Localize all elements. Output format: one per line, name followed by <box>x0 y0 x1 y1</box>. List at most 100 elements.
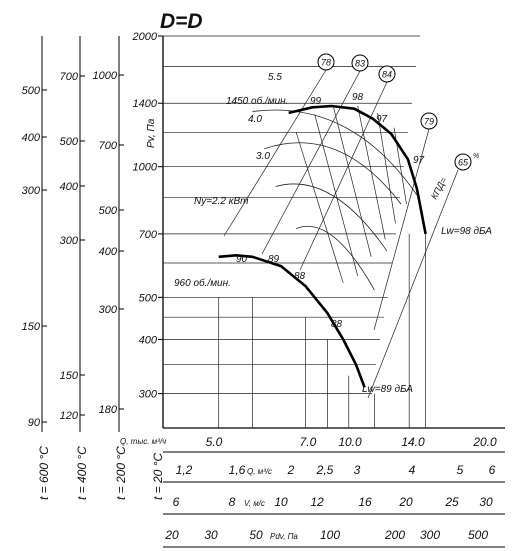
curves <box>218 104 427 388</box>
annotations: 1450 об./мин. 960 об./мин. 5.5 4.0 3.0 N… <box>174 53 492 395</box>
y-tick-label: 400 <box>139 334 158 346</box>
y-tick-label: 2000 <box>132 31 158 43</box>
scale-tick-label: 100 <box>320 528 340 542</box>
lw-label-high: Lw=98 дБА <box>441 226 492 237</box>
y-tick-label: 300 <box>139 389 158 401</box>
y-tick-label: 700 <box>139 229 158 241</box>
scale-tick-label: 10 <box>274 495 288 509</box>
scale-name: V, м/с <box>244 499 265 508</box>
temp-tick-label: 400 <box>99 246 118 258</box>
eff-label: 90 <box>236 254 248 265</box>
scale-tick-label: 4 <box>409 463 416 477</box>
power-label: 3.0 <box>256 151 270 162</box>
eff-label: 98 <box>352 92 364 103</box>
scale-name: Q, тыс. м³/ч <box>120 437 166 446</box>
scale-tick-label: 25 <box>444 495 459 509</box>
scale-tick-label: 5 <box>457 463 464 477</box>
chart-title: D=D <box>160 10 203 33</box>
temp-tick-label: 300 <box>60 235 79 247</box>
ray <box>295 132 344 283</box>
temp-tick-label: 120 <box>60 410 79 422</box>
power-arc <box>264 142 402 205</box>
y-ticks: 2000 1400 1000 700 500 400 300 <box>132 31 163 401</box>
scale-tick-label: 10.0 <box>338 435 362 449</box>
temp-tick-label: 500 <box>22 85 41 97</box>
ray <box>314 114 359 277</box>
y-tick-label: 500 <box>139 292 158 304</box>
eff-label: 89 <box>268 254 280 265</box>
temp-tick-label: 300 <box>99 304 118 316</box>
speed-label-1450: 1450 об./мин. <box>226 95 288 107</box>
grid <box>163 35 426 428</box>
temp-tick-label: 500 <box>60 136 79 148</box>
eff-label: 97 <box>376 114 388 125</box>
eff-circle: 83 <box>351 54 369 72</box>
scale-tick-label: 300 <box>420 528 440 542</box>
power-arc <box>296 225 375 291</box>
eff-label: 97 <box>413 155 425 166</box>
y-axis-label: Pv, Па <box>146 118 157 148</box>
scale-tick-label: 200 <box>384 528 405 542</box>
kpd-unit: % <box>473 153 479 160</box>
speed-label-960: 960 об./мин. <box>174 277 231 289</box>
eff-label: 88 <box>294 271 306 282</box>
scale-tick-label: 7.0 <box>300 435 317 449</box>
power-arc <box>275 183 388 252</box>
scale-tick-label: 20 <box>398 495 413 509</box>
ray <box>333 107 372 257</box>
eff-label: 88 <box>331 319 343 330</box>
svg-text:84: 84 <box>382 70 392 80</box>
svg-text:65: 65 <box>458 158 469 168</box>
scale-tick-label: 6 <box>173 495 180 509</box>
scale-tick-label: 2,5 <box>316 463 334 477</box>
scale-tick-label: 1,2 <box>176 463 193 477</box>
scale-tick-label: 20 <box>164 528 179 542</box>
temp-tick-label: 500 <box>99 205 118 217</box>
series-curve-0 <box>288 104 427 235</box>
scale-tick-label: 1,6 <box>229 463 246 477</box>
power-label: 5.5 <box>268 72 282 83</box>
y-tick-label: 1400 <box>133 98 158 110</box>
operating-rays <box>223 69 459 399</box>
scale-name: Pdv, Па <box>270 532 298 541</box>
scale-tick-label: 6 <box>489 463 496 477</box>
power-label: Ny=2.2 кВт <box>194 196 248 207</box>
scale-tick-label: 30 <box>204 528 218 542</box>
efficiency-line <box>299 81 388 271</box>
temp-tick-label: 150 <box>60 370 79 382</box>
temp-axis-label: t = 400 °C <box>75 446 89 500</box>
scale-tick-label: 8 <box>229 495 236 509</box>
svg-text:78: 78 <box>321 58 331 68</box>
temp-tick-label: 180 <box>99 404 118 416</box>
scale-tick-label: 2 <box>287 463 295 477</box>
efficiency-line <box>373 128 430 331</box>
temp-axis-label: t = 200 °C <box>114 446 128 500</box>
scale-tick-label: 14.0 <box>401 435 425 449</box>
scale-tick-label: 3 <box>354 463 361 477</box>
efficiency-line <box>367 169 459 399</box>
y-tick-label: 1000 <box>133 162 158 174</box>
power-arc <box>252 109 418 196</box>
temp-axis-label: t = 20 °C <box>151 453 165 500</box>
temp-tick-label: 400 <box>22 132 41 144</box>
series-curve-1 <box>218 254 366 388</box>
temperature-scales: 500 400 300 150 90 t = 600 °C 700 500 400 300 150 1… <box>22 36 165 500</box>
temp-tick-label: 700 <box>60 71 79 83</box>
scale-tick-label: 50 <box>249 528 263 542</box>
kpd-label: КПД= <box>429 176 449 201</box>
eff-label: 99 <box>310 96 322 107</box>
eff-circle: 79 <box>420 112 438 130</box>
temp-tick-label: 150 <box>22 321 41 333</box>
bottom-scales: 5.0 7.0 10.0 14.0 20.0 Q, тыс. м³/ч 1,2 1,6 2 2,5… <box>120 435 505 548</box>
temp-axis-label: t = 600 °C <box>37 446 51 500</box>
eff-circle: 78 <box>317 53 335 71</box>
temp-tick-label: 400 <box>60 181 79 193</box>
temp-tick-label: 1000 <box>93 70 118 82</box>
svg-text:79: 79 <box>424 117 434 127</box>
temp-tick-label: 90 <box>28 417 41 429</box>
temp-tick-label: 300 <box>22 185 41 197</box>
ray <box>377 112 396 224</box>
scale-tick-label: 12 <box>310 495 324 509</box>
eff-circle: 65 <box>454 153 472 171</box>
